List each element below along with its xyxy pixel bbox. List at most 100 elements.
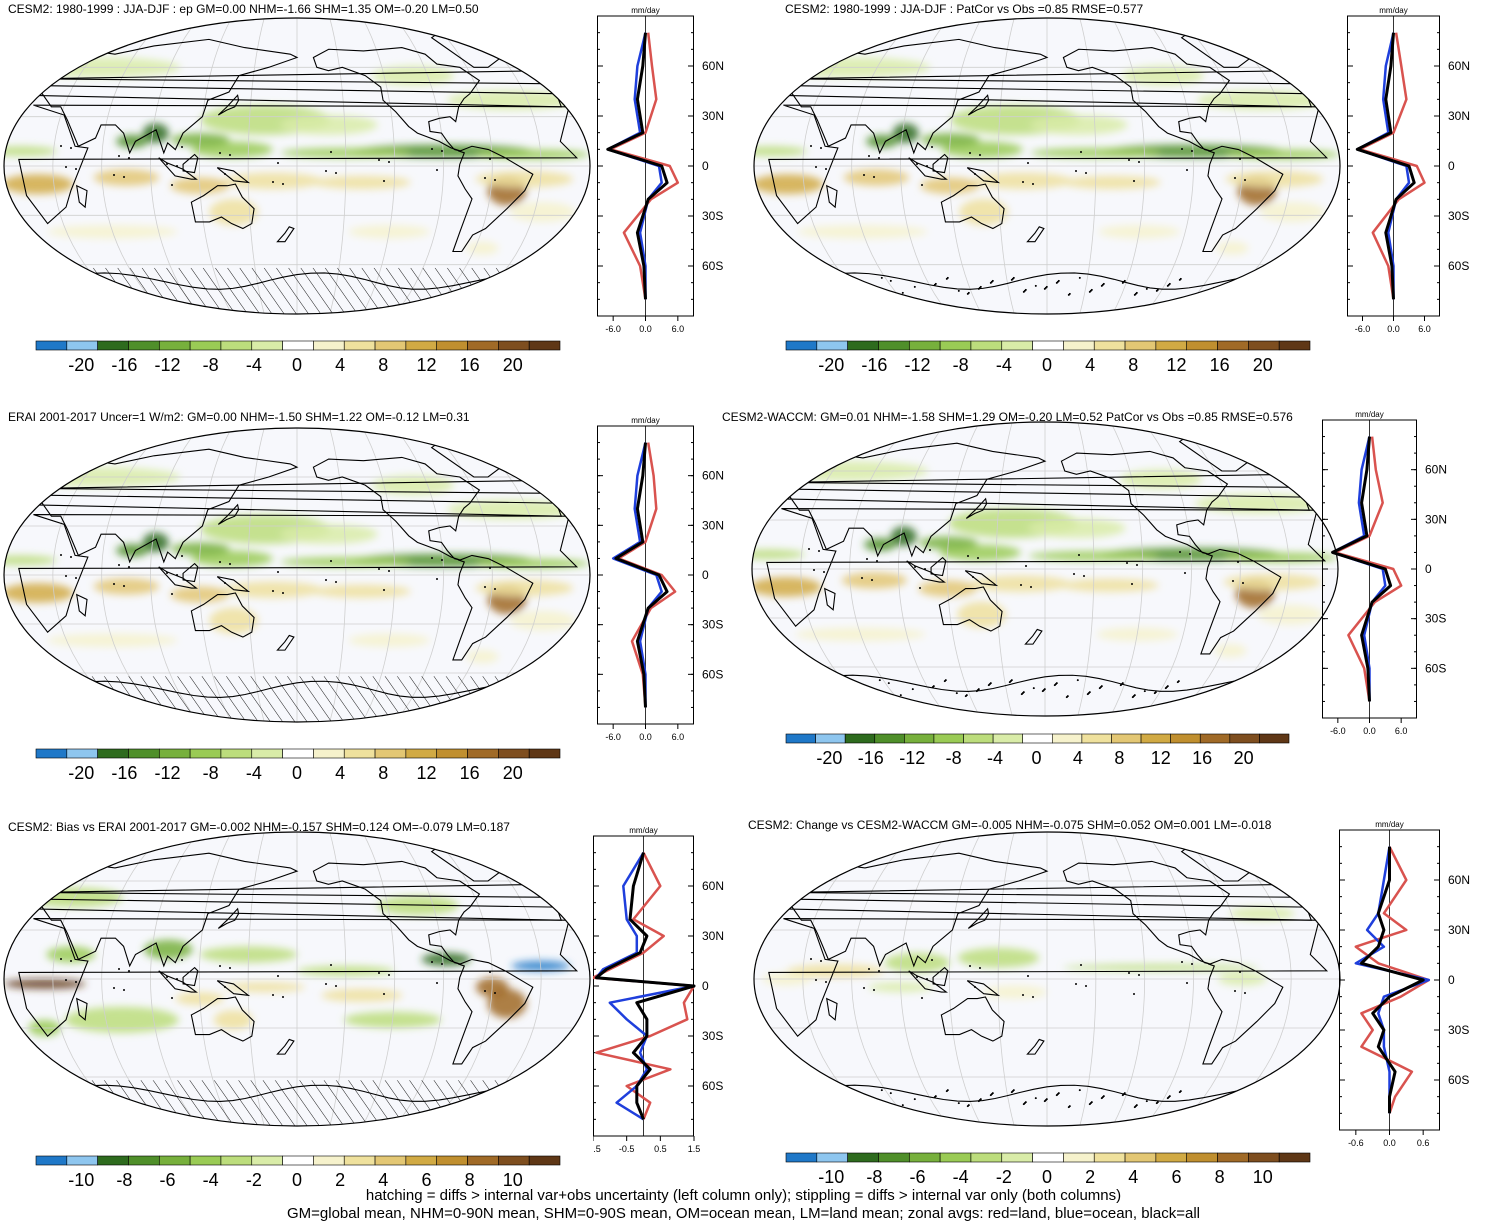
precip-anomaly-region xyxy=(280,115,378,135)
hatching xyxy=(4,267,590,314)
zonal-mean-plot: mm/day 60N 30N 0 30S 60S -6.0 0.0 6.0 xyxy=(597,6,724,334)
x-tick-label: 6.0 xyxy=(672,324,685,334)
coastline xyxy=(182,562,199,583)
coastline xyxy=(1200,548,1282,655)
colorbar-tick-label: 4 xyxy=(335,355,346,375)
colorbar-swatch xyxy=(1248,1152,1280,1163)
colorbar-swatch xyxy=(1248,340,1280,351)
colorbar-tick-label: 8 xyxy=(464,1170,475,1190)
colorbar-tick-label: -16 xyxy=(861,355,888,375)
zonal-series-red xyxy=(1354,846,1431,1114)
colorbar-tick-label: 4 xyxy=(1085,355,1096,375)
colorbar-tick-label: 2 xyxy=(335,1170,346,1190)
zonal-mean-plot: mm/day 60N 30N 0 30S 60S -6.0 0.0 6.0 xyxy=(1322,410,1447,736)
zonal-series-black xyxy=(1355,32,1416,300)
colorbar-swatch xyxy=(467,748,499,759)
zonal-series-black xyxy=(1359,846,1425,1114)
lat-label: 30N xyxy=(702,929,724,943)
lat-label: 60N xyxy=(1448,873,1470,887)
lat-label: 30S xyxy=(702,618,723,632)
zonal-mean-plot: mm/day 60N 30N 0 30S 60S -1.5 -0.5 0.5 1.5 xyxy=(593,826,724,1154)
precip-anomaly-region xyxy=(372,65,454,86)
colorbar-tick-label: 12 xyxy=(1166,355,1187,375)
colorbar-labels: -10 -8 -6 -4 -2 0 2 4 6 8 10 xyxy=(785,1167,1309,1189)
world-map xyxy=(3,17,591,315)
lat-label: 60S xyxy=(702,667,723,681)
colorbar-swatch xyxy=(97,748,129,759)
colorbar-swatch xyxy=(1093,340,1126,351)
colorbar-swatch xyxy=(878,340,910,351)
lat-label: 60S xyxy=(702,1079,723,1093)
coastline xyxy=(76,184,88,209)
coastline xyxy=(182,966,199,987)
colorbar-tick-label: -2 xyxy=(245,1170,262,1190)
precip-anomaly-region xyxy=(4,979,86,989)
coastline xyxy=(190,996,255,1042)
colorbar-tick-label: 4 xyxy=(1072,748,1083,768)
colorbar-swatch xyxy=(844,733,876,744)
precip-anomaly-region xyxy=(280,524,378,544)
zonal-series-red xyxy=(1333,436,1403,702)
precip-anomaly-region xyxy=(209,198,259,226)
coastline xyxy=(18,918,579,1037)
colorbar-tick-label: 0 xyxy=(1041,355,1053,375)
coastline xyxy=(158,157,198,180)
colorbar-swatch xyxy=(1081,733,1112,744)
colorbar-tick-label: -4 xyxy=(995,355,1012,375)
coastline xyxy=(217,907,240,929)
colorbar-swatch xyxy=(939,1152,972,1163)
precip-anomaly-region xyxy=(313,584,411,598)
coastline xyxy=(1062,47,1231,152)
colorbar-swatch xyxy=(1278,1152,1311,1163)
colorbar-tick-label: 2 xyxy=(1085,1167,1096,1187)
colorbar-tick-label: 20 xyxy=(502,355,523,375)
colorbar-swatch xyxy=(1217,340,1249,351)
world-map xyxy=(3,831,591,1127)
colorbar-labels: -10 -8 -6 -4 -2 0 2 4 6 8 10 xyxy=(35,1170,559,1192)
colorbar-swatch xyxy=(343,748,376,759)
colorbar-swatch xyxy=(97,1155,129,1166)
coastline xyxy=(76,997,88,1021)
x-tick-label: 0.0 xyxy=(1363,726,1376,736)
colorbar-tick-label: -10 xyxy=(68,1170,95,1190)
precip-anomaly-region xyxy=(890,526,917,547)
coastline xyxy=(938,586,1003,632)
colorbar-swatch xyxy=(1155,1152,1188,1163)
precip-anomaly-region xyxy=(1120,469,1202,489)
precip-anomaly-region xyxy=(143,939,193,960)
colorbar-swatch xyxy=(1186,340,1218,351)
zonal-series-black xyxy=(1331,436,1393,702)
x-tick-label: 1.5 xyxy=(688,1144,701,1154)
precip-anomaly-region xyxy=(509,202,576,222)
colorbar-swatch xyxy=(282,340,314,351)
zonal-unit-label: mm/day xyxy=(1379,6,1407,15)
zonal-unit-label: mm/day xyxy=(1375,820,1403,829)
zonal-series-black xyxy=(594,852,696,1120)
coastline xyxy=(190,592,255,638)
precip-anomaly-region xyxy=(4,146,57,157)
colorbar-tick-label: 10 xyxy=(502,1170,523,1190)
coastline xyxy=(930,556,947,577)
colorbar-swatch xyxy=(313,748,345,759)
precip-anomaly-region xyxy=(1063,964,1259,971)
coastline xyxy=(452,958,534,1065)
colorbar-swatch xyxy=(97,340,129,351)
colorbar-swatch xyxy=(528,748,561,759)
precip-anomaly-region xyxy=(213,1010,253,1030)
colorbar-swatch xyxy=(1229,733,1260,744)
coastline xyxy=(768,104,1329,225)
precip-anomaly-region xyxy=(1122,65,1204,86)
coastline xyxy=(1062,860,1231,965)
precip-anomaly-region xyxy=(957,601,1007,628)
colorbar-swatch xyxy=(189,340,222,351)
lat-label: 30S xyxy=(702,209,723,223)
coastline xyxy=(312,456,481,561)
colorbar-swatch xyxy=(35,1155,68,1166)
colorbar-swatch xyxy=(405,1155,438,1166)
lat-label: 60N xyxy=(702,59,724,73)
precip-anomaly-region xyxy=(509,610,576,631)
precip-anomaly-region xyxy=(754,174,824,194)
colorbar-swatch xyxy=(343,1155,376,1166)
precip-anomaly-region xyxy=(93,578,159,595)
world-map xyxy=(3,427,591,723)
